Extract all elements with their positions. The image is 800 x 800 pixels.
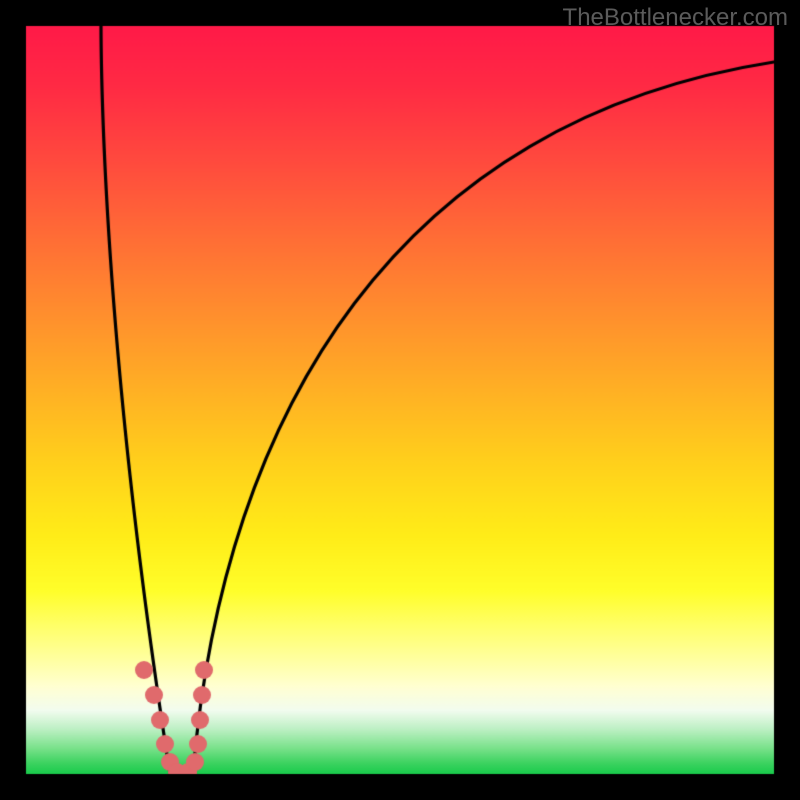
bottleneck-chart-canvas <box>0 0 800 800</box>
chart-container: TheBottlenecker.com <box>0 0 800 800</box>
